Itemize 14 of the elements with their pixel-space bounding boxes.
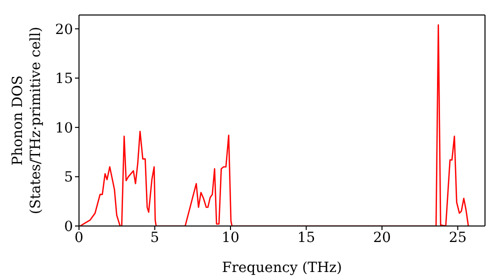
x-tick-label: 5 bbox=[150, 230, 160, 246]
x-tick-label: 10 bbox=[222, 230, 240, 246]
x-tick-label: 20 bbox=[373, 230, 391, 246]
y-tick-label: 0 bbox=[64, 218, 73, 235]
y-tick-label: 10 bbox=[55, 120, 73, 136]
x-tick-label: 25 bbox=[448, 230, 467, 246]
x-tick-label: 15 bbox=[297, 230, 316, 246]
x-tick-label: 0 bbox=[74, 230, 84, 246]
x-axis-title: Frequency (THz) bbox=[222, 260, 342, 276]
y-tick-label: 15 bbox=[55, 71, 73, 88]
y-tick-label: 5 bbox=[64, 170, 73, 186]
y-tick-label: 20 bbox=[55, 22, 73, 38]
text: Phonon DOS bbox=[10, 75, 26, 166]
text: (States/THz·primitive cell) bbox=[28, 26, 44, 214]
